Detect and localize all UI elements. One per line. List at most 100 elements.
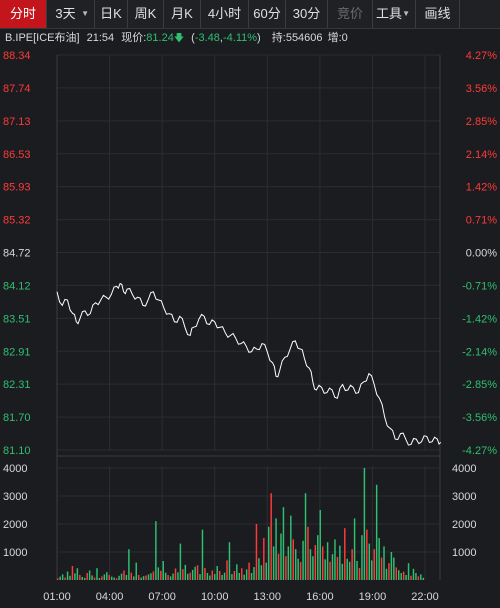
percent-tick-label: -3.56% [462,412,497,424]
volume-bar [189,572,191,580]
volume-bar [106,572,108,580]
toolbar-button-2[interactable]: 日K [95,0,128,28]
volume-bar [422,577,425,580]
volume-bar [76,568,79,580]
volume-bar [302,540,304,580]
dropdown-caret-icon: ▼ [81,9,89,18]
volume-tick-label: 3000 [3,491,27,503]
price-tick-label: 84.12 [3,280,31,292]
volume-bar [375,484,378,580]
symbol-name: B.IPE[ICE布油] [5,32,80,44]
percent-tick-label: -1.42% [462,313,497,325]
volume-bar [287,546,290,580]
volume-bar [361,535,363,580]
toolbar-button-label: 3天 [55,6,76,21]
quote-info-bar: B.IPE[ICE布油] 21:54 现价:81.24🡇 (-3.48, -4.… [0,29,500,47]
toolbar-button-label: 30分 [292,6,321,21]
volume-bar [86,573,88,580]
toolbar-button-10[interactable]: 画线 [416,0,460,28]
volume-bar [118,575,120,580]
volume-bar [351,549,353,580]
price-tick-label: 88.34 [3,50,31,62]
price-tick-label: 81.10 [3,445,31,457]
volume-bar [101,576,103,580]
volume-bar [130,572,133,580]
volume-bar [366,529,368,580]
volume-bar [304,493,307,580]
price-label: 现价: [121,32,147,44]
volume-bar [218,571,221,580]
volume-bar [74,573,76,580]
down-arrow-icon: 🡇 [173,33,185,44]
volume-bar [226,560,228,580]
volume-bar [228,542,231,580]
volume-bar [88,570,91,580]
volume-bar [157,567,160,580]
volume-bar [162,561,164,580]
percent-tick-label: 0.00% [466,248,497,260]
volume-tick-label-right: 3000 [452,491,476,503]
volume-bar [160,570,162,580]
change-separator: , [219,32,223,44]
price-tick-label: 84.72 [3,248,31,260]
volume-bar [236,564,238,580]
volume-bar [69,575,71,580]
percent-tick-label: -4.27% [462,445,497,457]
volume-bar [388,563,390,580]
volume-bar [407,563,410,580]
percent-tick-label: -2.85% [462,379,497,391]
volume-bar [211,570,214,580]
percent-tick-label: 3.56% [466,83,497,95]
toolbar-button-label: 竞价 [336,6,363,21]
volume-bar [282,507,285,580]
toolbar-button-4[interactable]: 月K [164,0,201,28]
intraday-chart[interactable]: 88.34 4.27% 87.74 3.56% 87.13 2.85% 86.53 2.14%… [0,47,500,608]
toolbar-button-label: 4小时 [207,6,242,21]
volume-bar [241,568,243,580]
volume-bar [64,577,66,580]
toolbar-button-label: 周K [134,6,157,21]
volume-bar [248,562,250,580]
toolbar-button-1[interactable]: 3天 ▼ [47,0,95,28]
volume-bar [81,576,83,580]
toolbar-button-3[interactable]: 周K [128,0,164,28]
dropdown-caret-icon: ▼ [402,9,410,18]
volume-bar [209,575,211,580]
price-tick-label: 85.32 [3,215,31,227]
volume-bar [402,571,405,580]
volume-bar [184,564,187,580]
volume-bar [135,562,137,580]
volume-bar [326,542,329,580]
volume-bar [187,573,189,580]
toolbar-button-0[interactable]: 分时 [0,0,47,28]
volume-bar [258,558,260,580]
volume-bar [223,572,226,580]
volume-bar [133,576,135,580]
volume-bar [412,568,415,580]
volume-bar [123,570,125,580]
volume-bar [334,539,336,580]
toolbar-button-label: 画线 [424,6,451,21]
toolbar-button-5[interactable]: 4小时 [201,0,249,28]
volume-bar [275,518,277,580]
volume-bar [265,562,267,580]
open-interest-increase: 增:0 [327,32,348,44]
volume-bar [358,568,361,580]
volume-bar [177,572,179,580]
volume-bar [120,573,123,580]
chart-toolbar: 分时 3天 ▼ 日K 周K 月K 4小时 60分 30分 竞价 工具 ▼ 画线 [0,0,500,29]
volume-bar [371,560,373,580]
price-change-percent: -4.11% [222,32,258,44]
volume-bar [145,575,147,580]
volume-bar [245,569,248,580]
toolbar-button-label: 工具 [375,6,402,21]
volume-bar [400,573,402,580]
volume-bar [150,573,152,580]
volume-bar [79,575,81,580]
toolbar-button-7[interactable]: 30分 [286,0,328,28]
toolbar-button-9[interactable]: 工具 ▼ [373,0,416,28]
time-tick-label: 01:00 [43,591,71,603]
volume-bar [307,526,309,580]
toolbar-button-6[interactable]: 60分 [249,0,286,28]
price-tick-label: 85.93 [3,182,31,194]
